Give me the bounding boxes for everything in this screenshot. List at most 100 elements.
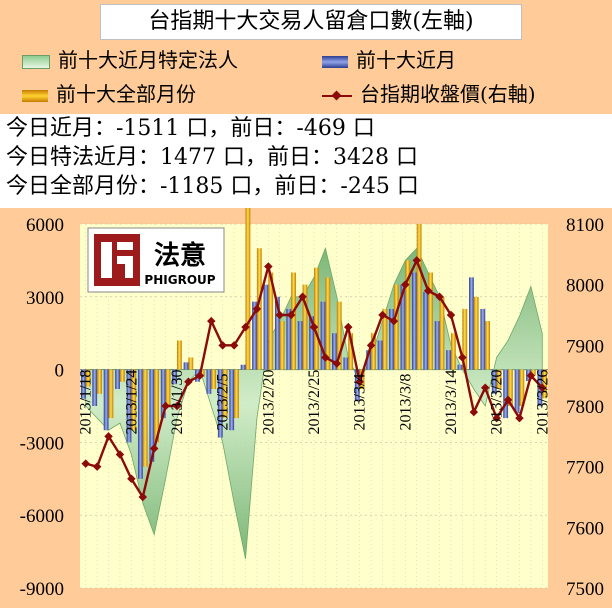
right-tick-label: 7600 — [566, 518, 604, 539]
close-point — [366, 341, 376, 350]
close-point — [446, 310, 456, 320]
x-tick-label: 2013/1/30 — [169, 370, 186, 435]
close-point — [184, 377, 193, 386]
close-point — [195, 371, 205, 380]
all-months-bar — [462, 308, 468, 370]
close-point — [275, 310, 284, 320]
logo-emblem-glyph — [101, 242, 133, 278]
all-months-bar — [450, 333, 456, 370]
all-months-bar — [496, 369, 502, 390]
all-months-bar — [199, 369, 205, 377]
close-point — [389, 316, 399, 326]
legend-swatch-blue — [322, 55, 348, 68]
all-months-bar — [359, 369, 365, 390]
close-point — [355, 377, 364, 386]
x-tick-label: 2013/2/25 — [306, 370, 323, 435]
all-months-bar — [519, 369, 525, 406]
all-months-bar — [530, 369, 536, 376]
near-month-bar — [252, 301, 257, 370]
near-month-bar — [343, 357, 349, 370]
near-month-bar — [446, 350, 451, 370]
close-point — [81, 459, 90, 468]
all-months-bar — [336, 301, 342, 370]
near-month-bar — [469, 277, 474, 370]
chart: 6000 3000 0 -3000 -6000 -9000 8100 8000 7900 780… — [20, 208, 604, 600]
right-tick-label: 8000 — [566, 276, 604, 297]
left-tick-label: -3000 — [20, 433, 64, 454]
all-months-bar — [314, 267, 319, 370]
close-point — [127, 474, 136, 484]
all-months-bar — [473, 296, 479, 370]
all-months-bar — [439, 296, 445, 370]
near-month-bar — [217, 369, 223, 438]
bar-layer — [80, 208, 548, 479]
all-months-bar — [85, 369, 91, 387]
all-months-bar — [291, 272, 296, 370]
close-point — [321, 353, 330, 362]
legend: 前十大近月特定法人 前十大近月 前十大全部月份 台指期收盤價(右軸) — [22, 46, 612, 112]
near-month-bar — [229, 369, 235, 431]
legend-label-all-months: 前十大全部月份 — [56, 82, 196, 106]
left-tick-label: -6000 — [20, 506, 64, 527]
right-tick-label: 7700 — [566, 458, 604, 479]
x-tick-label: 2013/1/24 — [123, 370, 140, 435]
near-month-bar — [491, 369, 497, 394]
all-months-bar — [268, 272, 274, 370]
close-point — [412, 256, 421, 265]
near-month-bar — [149, 369, 155, 462]
all-months-bar — [222, 369, 228, 419]
close-point — [286, 310, 296, 320]
all-months-bar — [325, 277, 331, 370]
near-month-bar — [286, 308, 292, 370]
near-month-bar — [320, 301, 326, 370]
close-point — [138, 492, 148, 502]
legend-label-near-month: 前十大近月 — [356, 48, 456, 72]
all-months-bar — [211, 369, 217, 390]
near-month-bar — [206, 369, 212, 394]
all-months-bar — [131, 369, 137, 431]
close-point — [115, 450, 125, 459]
near-month-bar — [115, 369, 120, 390]
all-months-bar — [108, 369, 114, 419]
legend-label-special: 前十大近月特定法人 — [58, 48, 238, 72]
all-months-bar — [97, 369, 102, 394]
close-point — [469, 407, 479, 417]
near-month-bar — [103, 369, 109, 431]
right-tick-label: 8100 — [566, 215, 604, 236]
legend-label-close: 台指期收盤價(右軸) — [360, 82, 536, 106]
close-point — [458, 353, 467, 362]
close-point — [309, 322, 319, 332]
near-month-bar — [80, 369, 86, 399]
near-month-bar — [457, 364, 463, 370]
close-point — [207, 316, 216, 326]
x-tick-label: 2013/3/4 — [352, 374, 369, 431]
all-months-bar — [154, 369, 159, 443]
close-point — [492, 413, 501, 423]
all-months-bar — [142, 369, 148, 467]
near-month-bar — [377, 340, 383, 370]
all-months-bar — [119, 369, 125, 382]
close-point — [423, 286, 433, 295]
close-point — [264, 262, 273, 271]
close-point — [149, 444, 159, 453]
x-tick-label: 2013/3/8 — [397, 374, 414, 431]
all-months-bar — [485, 321, 491, 370]
all-months-bar — [279, 321, 285, 370]
x-tick-label: 2013/2/20 — [260, 370, 277, 435]
near-month-bar — [172, 369, 178, 385]
all-months-bar — [416, 224, 422, 370]
summary-panel: 今日近月：-1511 口，前日：-469 口 今日特法近月：1477 口，前日：… — [0, 114, 612, 208]
close-point — [332, 359, 342, 368]
logo-subtext: PHIGROUP — [144, 273, 215, 287]
right-tick-label: 7800 — [566, 397, 604, 418]
close-point — [515, 413, 524, 423]
x-tick-label: 2013/2/5 — [215, 374, 232, 431]
close-point — [104, 432, 113, 441]
all-months-bar — [165, 369, 171, 406]
left-tick-label: 3000 — [26, 288, 64, 309]
close-point — [92, 462, 102, 471]
all-months-bar — [302, 284, 308, 370]
summary-all-months: 今日全部月份：-1185 口，前日：-245 口 — [6, 174, 419, 199]
summary-near-month: 今日近月：-1511 口，前日：-469 口 — [6, 116, 375, 141]
all-months-bar — [382, 308, 388, 370]
